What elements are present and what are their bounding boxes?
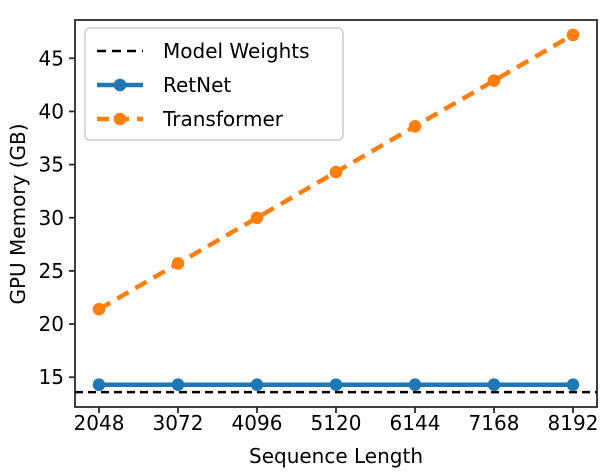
series-marker-retnet — [408, 378, 422, 391]
series-marker-retnet — [250, 378, 264, 391]
legend-label-model-weights: Model Weights — [163, 39, 310, 63]
legend-marker-transformer — [113, 112, 127, 126]
y-tick-label: 20 — [39, 312, 64, 336]
series-marker-transformer — [250, 211, 264, 225]
y-tick-label: 25 — [39, 259, 64, 283]
x-tick-label: 5120 — [311, 411, 362, 435]
legend — [84, 27, 344, 141]
x-tick-label: 4096 — [232, 411, 283, 435]
series-marker-transformer — [487, 74, 501, 87]
y-axis-label: GPU Memory (GB) — [6, 123, 30, 304]
series-marker-retnet — [171, 378, 185, 391]
series-marker-transformer — [566, 28, 580, 42]
x-tick-label: 2048 — [74, 411, 125, 435]
series-marker-transformer — [408, 120, 422, 133]
x-tick-label: 7168 — [469, 411, 520, 435]
y-tick-label: 15 — [39, 365, 64, 389]
series-marker-transformer — [329, 165, 343, 179]
series-marker-transformer — [171, 257, 185, 270]
y-tick-label: 35 — [39, 153, 64, 177]
series-marker-retnet — [329, 378, 343, 391]
legend-label-retnet: RetNet — [163, 73, 231, 97]
x-tick-label: 6144 — [390, 411, 441, 435]
series-marker-retnet — [487, 378, 501, 391]
legend-marker-retnet — [113, 78, 127, 92]
legend-label-transformer: Transformer — [162, 107, 284, 131]
series-marker-transformer — [92, 302, 106, 316]
y-tick-label: 30 — [39, 206, 64, 230]
x-tick-label: 8192 — [548, 411, 599, 435]
y-tick-label: 45 — [39, 46, 64, 70]
y-tick-label: 40 — [39, 99, 64, 123]
series-marker-retnet — [92, 378, 106, 391]
series-marker-retnet — [566, 378, 580, 391]
x-tick-label: 3072 — [153, 411, 204, 435]
x-axis-label: Sequence Length — [249, 444, 423, 468]
